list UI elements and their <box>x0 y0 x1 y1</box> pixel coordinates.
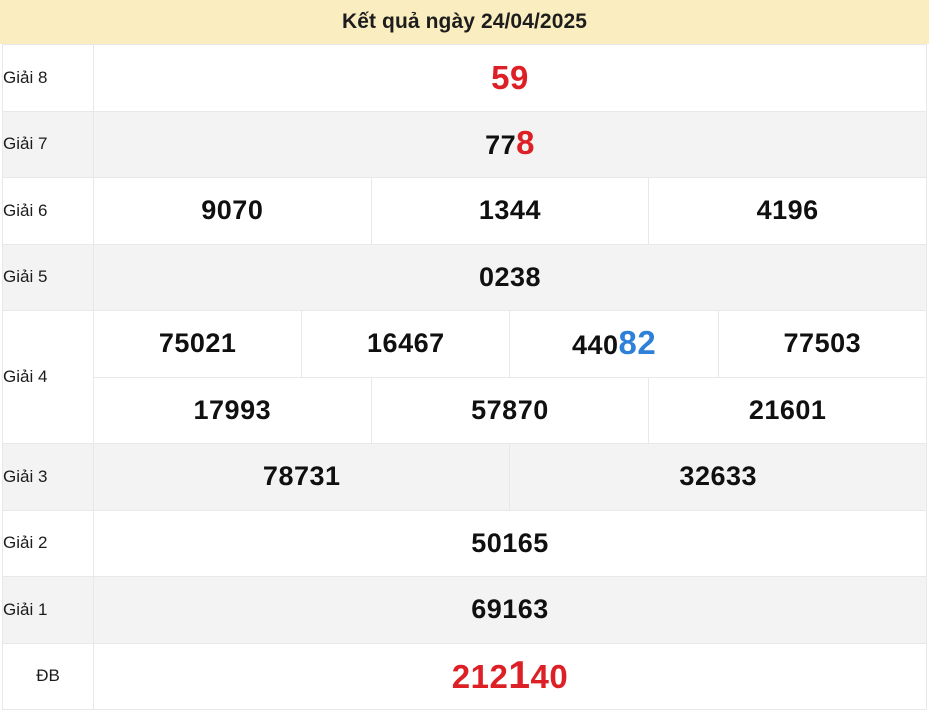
prize-value-giai-4-4: 77503 <box>717 310 928 378</box>
table-row: Giải 2 50165 <box>2 509 927 577</box>
table-row: Giải 4 75021 16467 44082 77503 <box>2 310 928 444</box>
prize-label-db: ĐB <box>2 642 94 710</box>
prize-label-giai-8: Giải 8 <box>2 44 94 112</box>
prize-label-giai-6: Giải 6 <box>2 177 94 245</box>
result-date-title: Kết quả ngày 24/04/2025 <box>341 10 588 33</box>
prize-value-db: 212140 <box>93 642 927 710</box>
table-row: Giải 3 78731 32633 <box>2 443 927 511</box>
prize-label-giai-5: Giải 5 <box>2 243 94 311</box>
table-row: Giải 1 69163 <box>2 576 927 644</box>
prize-value-giai-4-1: 75021 <box>92 310 303 378</box>
prize-label-giai-2: Giải 2 <box>2 509 94 577</box>
result-header: Kết quả ngày 24/04/2025 <box>0 0 929 44</box>
prize-value-giai-7: 778 <box>93 110 927 178</box>
value-text: 778 <box>485 124 535 162</box>
prize-value-giai-5: 0238 <box>93 243 927 311</box>
prize-value-giai-1: 69163 <box>93 576 927 644</box>
prize-label-giai-4: Giải 4 <box>2 310 94 444</box>
table-row: Giải 8 59 <box>2 44 927 112</box>
prize-value-giai-4-7: 21601 <box>648 376 927 444</box>
prize-label-giai-7: Giải 7 <box>2 110 94 178</box>
table-row: 17993 57870 21601 <box>3 376 927 444</box>
prize-value-giai-3-1: 78731 <box>92 443 511 511</box>
lottery-result-table: Giải 8 59 Giải 7 778 Giải 6 9070 1344 41… <box>2 44 928 710</box>
table-row: Giải 6 9070 1344 4196 <box>2 177 927 245</box>
table-row: Giải 7 778 <box>2 110 927 178</box>
prize-value-giai-4-5: 17993 <box>93 376 372 444</box>
prize-value-giai-6-2: 1344 <box>370 177 650 245</box>
value-text: 44082 <box>571 323 657 361</box>
prize-value-giai-3-2: 32633 <box>509 443 927 511</box>
prize-value-giai-6-3: 4196 <box>648 177 927 245</box>
prize-label-giai-3: Giải 3 <box>2 443 94 511</box>
value-text: 59 <box>491 58 529 96</box>
prize-value-giai-6-1: 9070 <box>93 177 372 245</box>
prize-value-giai-4-3: 44082 <box>509 310 719 378</box>
prize-value-giai-2: 50165 <box>93 509 927 577</box>
prize-label-giai-1: Giải 1 <box>2 576 94 644</box>
value-text: 212140 <box>451 653 569 697</box>
prize-value-giai-4-2: 16467 <box>301 310 511 378</box>
table-row: Giải 5 0238 <box>2 243 927 311</box>
prize-value-giai-8: 59 <box>93 44 927 112</box>
prize-value-giai-4-6: 57870 <box>370 376 650 444</box>
table-row: ĐB 212140 <box>2 642 927 710</box>
